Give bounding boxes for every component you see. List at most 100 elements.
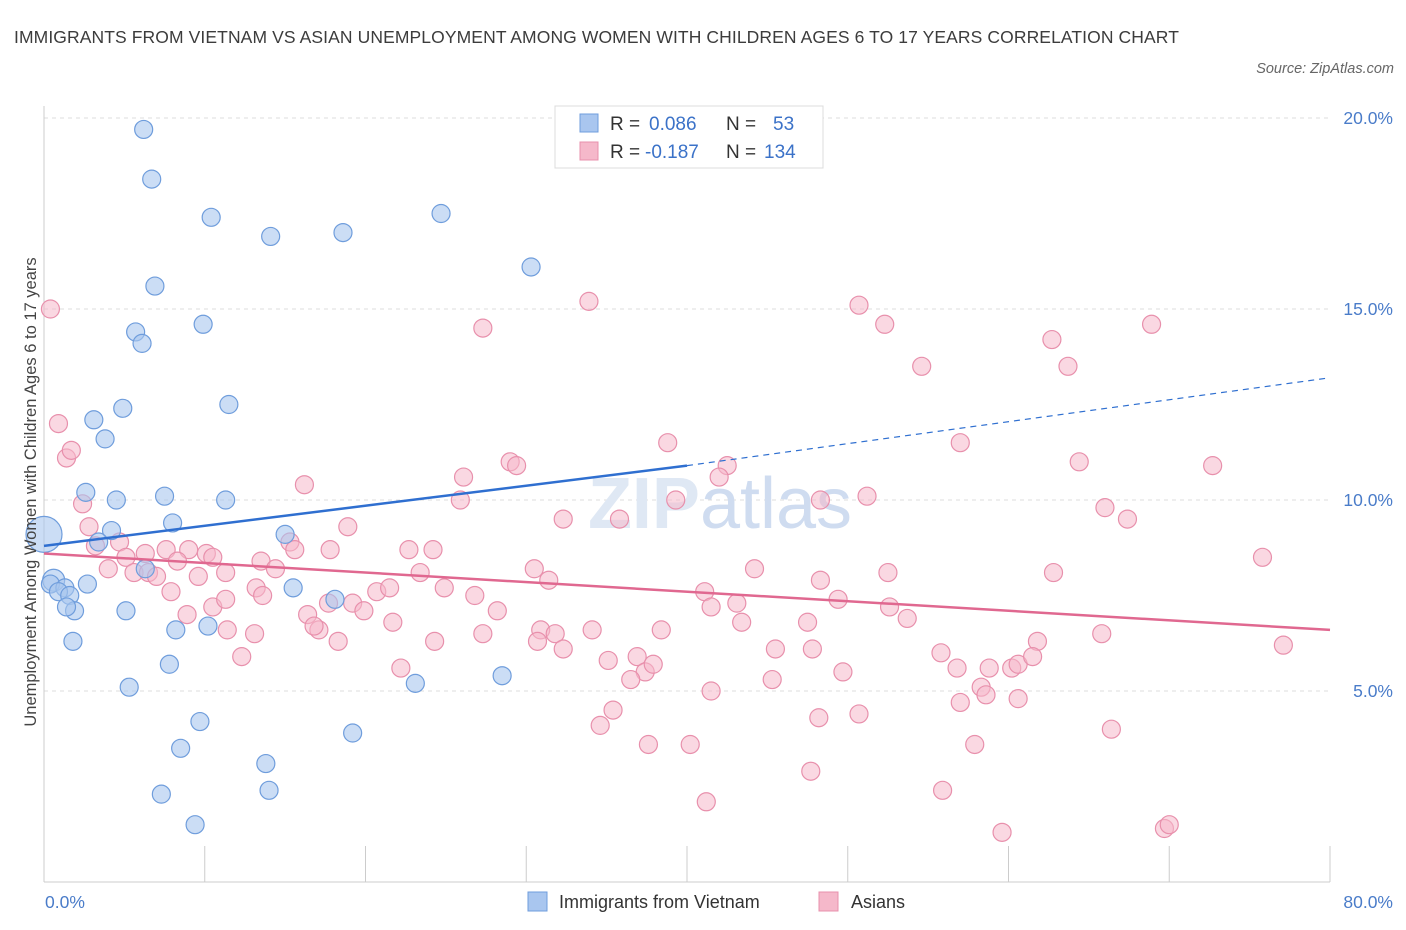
data-point-asians — [304, 616, 324, 636]
data-point-vietnam — [119, 677, 139, 697]
data-point-asians — [802, 639, 822, 659]
data-point-asians — [216, 562, 236, 583]
data-point-vietnam — [219, 394, 239, 415]
data-point-vietnam — [171, 738, 191, 758]
data-point-asians — [244, 624, 265, 644]
data-point-asians — [810, 490, 831, 510]
data-point-asians — [651, 620, 671, 640]
data-point-asians — [79, 517, 99, 537]
data-point-asians — [701, 597, 721, 617]
legend-swatch-pink — [579, 141, 599, 161]
data-point-vietnam — [185, 815, 205, 835]
bottom-legend-swatch-blue — [527, 891, 548, 912]
data-point-asians — [524, 559, 544, 579]
data-point-asians — [1252, 547, 1273, 567]
data-point-asians — [875, 314, 895, 334]
legend-swatch-blue — [579, 113, 599, 133]
legend-n-label: N = — [726, 142, 756, 163]
series-immigrants-from-vietnam — [25, 119, 541, 835]
data-point-vietnam — [275, 524, 295, 544]
data-point-asians — [294, 475, 315, 495]
data-point-asians — [1141, 314, 1162, 334]
data-point-vietnam — [113, 398, 133, 418]
legend-n-label: N = — [726, 114, 756, 135]
data-point-asians — [878, 562, 898, 583]
x-tick-labels: 0.0% 80.0% — [45, 892, 1393, 912]
data-point-vietnam — [325, 589, 345, 609]
data-point-vietnam — [77, 574, 98, 594]
data-point-vietnam — [135, 559, 155, 579]
data-point-asians — [203, 547, 223, 567]
data-point-asians — [1117, 509, 1138, 529]
data-point-asians — [507, 456, 527, 476]
data-point-asians — [399, 540, 419, 560]
data-point-asians — [765, 639, 786, 659]
bottom-legend-label: Asians — [851, 892, 905, 912]
legend-r-value: -0.187 — [645, 142, 699, 163]
y-tick-label: 15.0% — [1343, 299, 1393, 319]
chart-title: IMMIGRANTS FROM VIETNAM VS ASIAN UNEMPLO… — [14, 27, 1180, 47]
data-point-asians — [156, 540, 176, 560]
data-point-vietnam — [89, 532, 109, 552]
data-point-asians — [965, 734, 985, 755]
data-point-asians — [98, 559, 118, 579]
data-point-asians — [1042, 329, 1062, 350]
data-point-vietnam — [343, 723, 363, 743]
data-point-asians — [762, 669, 782, 690]
data-point-vietnam — [190, 711, 210, 732]
data-point-asians — [809, 708, 829, 728]
data-point-asians — [216, 589, 236, 609]
data-point-asians — [320, 540, 340, 560]
data-point-asians — [582, 620, 602, 640]
data-point-vietnam — [216, 490, 236, 510]
data-point-asians — [879, 597, 900, 617]
data-point-asians — [425, 631, 445, 651]
data-point-vietnam — [106, 490, 126, 510]
data-point-asians — [48, 414, 69, 434]
data-point-asians — [849, 704, 869, 724]
data-point-asians — [1095, 498, 1115, 518]
series-asians — [40, 291, 1293, 842]
data-point-asians — [188, 566, 208, 587]
data-point-asians — [857, 486, 877, 506]
data-point-asians — [423, 540, 443, 560]
legend-r-value: 0.086 — [649, 114, 697, 135]
x-tick-label: 0.0% — [45, 892, 85, 912]
data-point-asians — [1159, 815, 1179, 835]
data-point-asians — [1203, 456, 1223, 476]
trend-line-vietnam — [43, 464, 688, 548]
data-point-asians — [638, 734, 659, 755]
data-point-vietnam — [56, 597, 77, 617]
data-point-vietnam — [259, 780, 279, 800]
data-point-asians — [1101, 719, 1121, 739]
data-point-vietnam — [63, 631, 83, 651]
data-point-asians — [598, 650, 618, 671]
data-point-vietnam — [193, 314, 213, 334]
data-point-asians — [810, 570, 831, 590]
data-point-asians — [797, 612, 818, 632]
data-point-asians — [545, 624, 565, 644]
data-point-asians — [253, 585, 273, 606]
data-point-asians — [328, 631, 348, 651]
x-tick-label: 80.0% — [1343, 892, 1393, 912]
data-point-asians — [161, 582, 181, 602]
data-point-asians — [643, 654, 663, 674]
y-tick-label: 5.0% — [1353, 681, 1393, 701]
data-point-vietnam — [283, 578, 303, 598]
data-point-vietnam — [163, 513, 183, 533]
data-point-vietnam — [154, 486, 175, 506]
data-point-asians — [40, 299, 61, 319]
data-point-asians — [732, 612, 752, 632]
trend-line-asians — [43, 552, 1331, 632]
data-point-asians — [453, 467, 474, 487]
data-point-asians — [1008, 689, 1028, 709]
legend-n-value: 134 — [764, 142, 796, 163]
data-point-vietnam — [521, 257, 541, 277]
data-point-asians — [701, 681, 721, 701]
legend-n-value: 53 — [773, 114, 794, 135]
data-point-asians — [177, 604, 197, 625]
data-point-asians — [285, 540, 305, 560]
data-point-asians — [590, 715, 610, 735]
data-point-asians — [1023, 647, 1043, 667]
data-point-asians — [603, 700, 623, 720]
